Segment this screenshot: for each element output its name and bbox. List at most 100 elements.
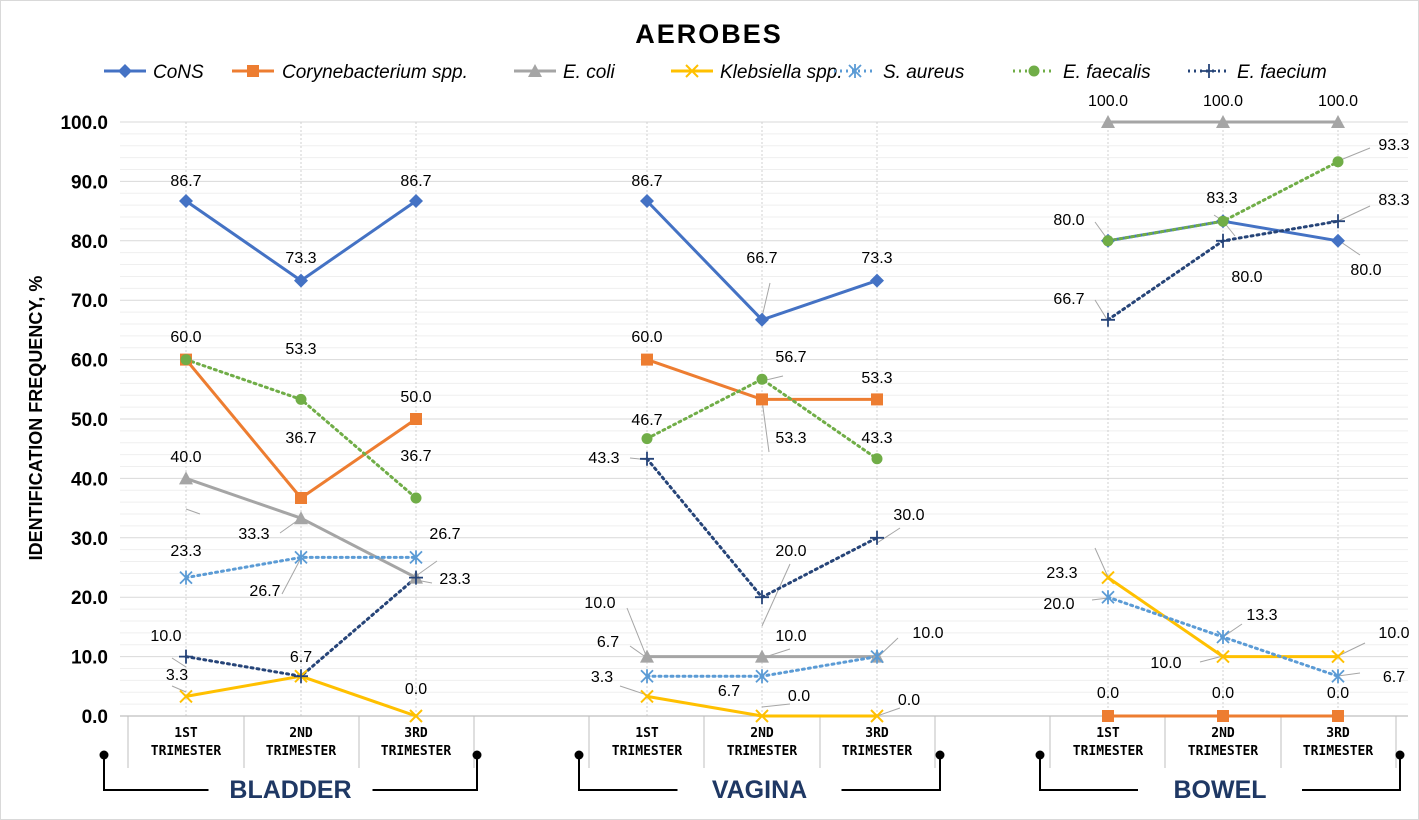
data-label: 43.3 <box>588 450 619 467</box>
series-line-bladder-corynebacterium-spp <box>184 358 418 500</box>
leader-line <box>876 527 901 544</box>
data-label: 100.0 <box>1088 93 1128 110</box>
y-axis-ticks: 0.0 10.0 20.0 30.0 40.0 50.0 60.0 70.0 80.0 90.0 1… <box>60 113 108 728</box>
leader-line <box>1337 642 1366 657</box>
data-label: 26.7 <box>249 583 280 600</box>
marker-klebsiella-spp <box>640 689 654 704</box>
data-label: 6.7 <box>1383 669 1405 686</box>
y-tick-label: 70.0 <box>71 291 108 312</box>
marker-corynebacterium-spp <box>1332 710 1344 722</box>
category-label: TRIMESTER <box>727 744 798 759</box>
marker-corynebacterium-spp <box>410 413 422 425</box>
leader-line <box>281 557 302 595</box>
data-label: 13.3 <box>1246 607 1277 624</box>
data-label: 10.0 <box>1378 625 1409 642</box>
marker-e-faecium <box>179 649 193 664</box>
legend-marker-klebsiella-spp <box>685 64 699 78</box>
data-label: 10.0 <box>150 628 181 645</box>
leader-line <box>1094 299 1109 322</box>
leader-line <box>761 399 770 453</box>
data-label: 23.3 <box>1046 565 1077 582</box>
data-label: 73.3 <box>285 250 316 267</box>
data-label: 73.3 <box>861 250 892 267</box>
marker-s-aureus <box>1331 669 1345 684</box>
leader-line <box>1337 147 1371 162</box>
legend: CoNS Corynebacterium spp. E. coli Klebsiell… <box>104 62 1327 83</box>
category-label: TRIMESTER <box>381 744 452 759</box>
marker-s-aureus <box>179 570 193 585</box>
marker-e-faecalis <box>295 393 307 405</box>
marker-cons <box>409 194 423 209</box>
marker-s-aureus <box>870 649 884 664</box>
series-markers <box>179 115 1345 723</box>
leader-line <box>1337 672 1361 677</box>
data-label: 3.3 <box>166 667 188 684</box>
marker-e-faecium <box>640 451 654 466</box>
data-label: 100.0 <box>1203 93 1243 110</box>
marker-e-faecalis <box>1102 235 1114 247</box>
group-label-bladder: BLADDER <box>229 776 351 804</box>
data-label: 10.0 <box>1150 655 1181 672</box>
group-label-vagina: VAGINA <box>712 776 807 804</box>
data-label: 100.0 <box>1318 93 1358 110</box>
category-label: 2ND <box>1211 726 1235 741</box>
marker-corynebacterium-spp <box>641 353 653 366</box>
category-label: TRIMESTER <box>1303 744 1374 759</box>
legend-label-e-coli: E. coli <box>563 62 616 83</box>
data-label: 10.0 <box>584 595 615 612</box>
category-label: 3RD <box>865 726 889 741</box>
data-label: 20.0 <box>1043 596 1074 613</box>
data-labels: 86.7 73.3 86.7 60.0 53.3 36.7 50.0 36.7 40.0 33.3… <box>150 93 1409 709</box>
group-label-bowel: BOWEL <box>1173 776 1266 804</box>
legend-label-corynebacterium-spp: Corynebacterium spp. <box>282 62 468 83</box>
marker-e-faecium <box>1216 233 1230 248</box>
marker-klebsiella-spp <box>755 709 769 723</box>
marker-e-coli <box>1101 115 1115 128</box>
marker-s-aureus <box>409 550 423 565</box>
marker-e-faecalis <box>871 453 883 465</box>
data-label: 80.0 <box>1053 212 1084 229</box>
marker-klebsiella-spp <box>179 689 193 704</box>
category-label: TRIMESTER <box>266 744 337 759</box>
leader-line <box>761 703 791 708</box>
data-label: 6.7 <box>290 649 312 666</box>
data-label: 80.0 <box>1231 269 1262 286</box>
data-label: 66.7 <box>1053 291 1084 308</box>
data-label: 83.3 <box>1378 192 1409 209</box>
leader-line <box>626 607 648 659</box>
leader-line <box>761 563 791 627</box>
category-label: TRIMESTER <box>1073 744 1144 759</box>
data-label: 40.0 <box>170 449 201 466</box>
gridlines <box>120 121 1408 716</box>
leader-line <box>619 685 648 696</box>
category-label: TRIMESTER <box>1188 744 1259 759</box>
data-label: 43.3 <box>861 430 892 447</box>
marker-e-faecium <box>1331 214 1345 229</box>
y-tick-label: 30.0 <box>71 529 108 550</box>
leader-line <box>1337 205 1371 222</box>
data-label: 86.7 <box>631 173 662 190</box>
y-axis-label: IDENTIFICATION FREQUENCY, % <box>26 276 46 561</box>
data-label: 36.7 <box>400 448 431 465</box>
y-tick-label: 10.0 <box>71 648 108 669</box>
data-label: 23.3 <box>170 543 201 560</box>
y-tick-label: 100.0 <box>60 113 108 134</box>
marker-e-faecium <box>870 530 884 545</box>
marker-e-faecalis <box>641 433 653 445</box>
data-label: 80.0 <box>1350 262 1381 279</box>
category-label: TRIMESTER <box>612 744 683 759</box>
leader-line <box>876 707 901 717</box>
legend-marker-e-coli <box>528 64 542 77</box>
bracket-bowel: BOWEL <box>1035 750 1405 804</box>
marker-e-faecium <box>1101 312 1115 327</box>
marker-cons <box>640 194 654 209</box>
marker-klebsiella-spp <box>870 709 884 723</box>
data-label: 0.0 <box>405 681 427 698</box>
y-tick-label: 0.0 <box>82 707 108 728</box>
marker-klebsiella-spp <box>409 709 423 723</box>
leader-line <box>761 282 771 318</box>
category-label: 3RD <box>404 726 428 741</box>
legend-marker-s-aureus <box>848 64 862 78</box>
data-label: 30.0 <box>893 507 924 524</box>
